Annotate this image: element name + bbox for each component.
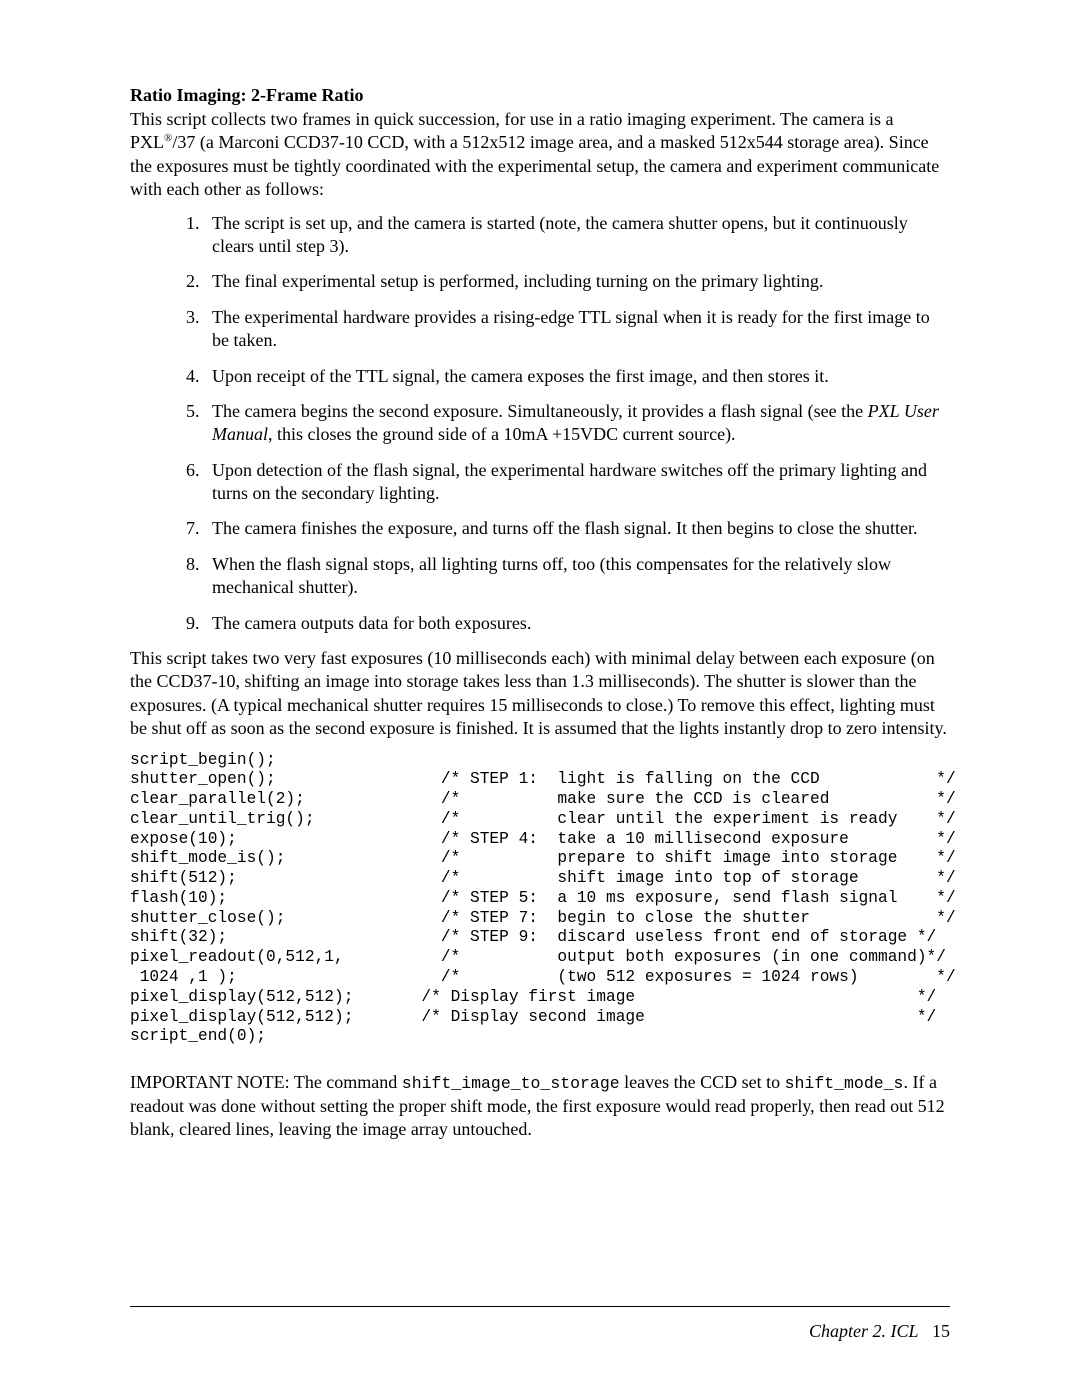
- section-title: Ratio Imaging: 2-Frame Ratio: [130, 85, 950, 106]
- code-block: script_begin(); shutter_open(); /* STEP …: [130, 751, 950, 1047]
- steps-list: The script is set up, and the camera is …: [130, 212, 950, 635]
- list-item: The final experimental setup is performe…: [204, 270, 950, 293]
- mid-paragraph: This script takes two very fast exposure…: [130, 647, 950, 741]
- list-item: The experimental hardware provides a ris…: [204, 306, 950, 353]
- footer-chapter: Chapter 2. ICL: [809, 1321, 919, 1341]
- important-note: IMPORTANT NOTE: The command shift_image_…: [130, 1071, 950, 1141]
- page-container: Ratio Imaging: 2-Frame Ratio This script…: [0, 0, 1080, 1397]
- note-code-2: shift_mode_s: [785, 1074, 904, 1093]
- note-prefix: IMPORTANT NOTE: The command: [130, 1072, 402, 1092]
- list-item: When the flash signal stops, all lightin…: [204, 553, 950, 600]
- page-footer: Chapter 2. ICL 15: [809, 1321, 950, 1342]
- list-item: Upon receipt of the TTL signal, the came…: [204, 365, 950, 388]
- list-item: The camera finishes the exposure, and tu…: [204, 517, 950, 540]
- footer-rule: [130, 1306, 950, 1307]
- list-item: The camera outputs data for both exposur…: [204, 612, 950, 635]
- list-item: The camera begins the second exposure. S…: [204, 400, 950, 447]
- footer-page-number: 15: [932, 1321, 950, 1341]
- list-item: The script is set up, and the camera is …: [204, 212, 950, 259]
- intro-paragraph: This script collects two frames in quick…: [130, 108, 950, 202]
- note-mid: leaves the CCD set to: [620, 1072, 785, 1092]
- list-item: Upon detection of the flash signal, the …: [204, 459, 950, 506]
- note-code-1: shift_image_to_storage: [402, 1074, 620, 1093]
